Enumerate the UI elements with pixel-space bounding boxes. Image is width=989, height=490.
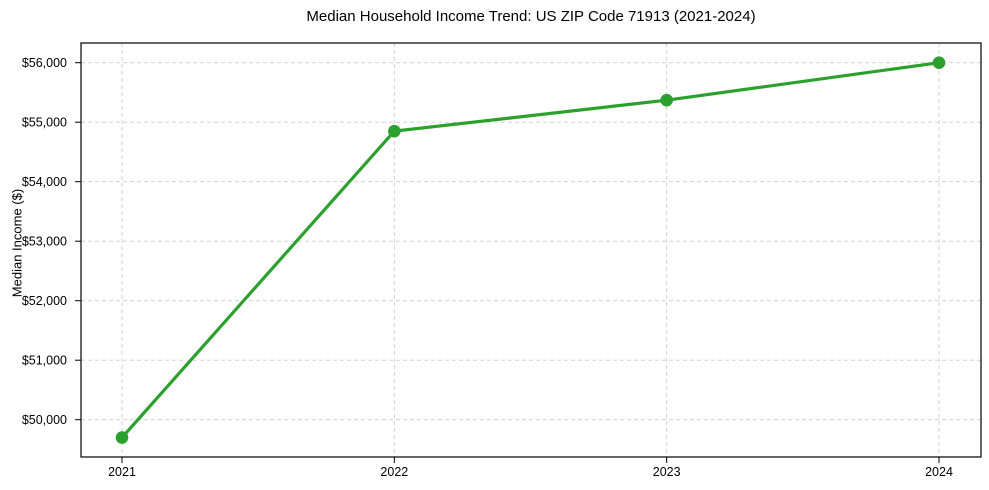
plot-border: [80, 42, 982, 458]
data-point-2024: [932, 56, 946, 69]
x-tick-label: 2024: [925, 465, 953, 479]
y-tick-label: $51,000: [22, 353, 67, 367]
x-tick-label: 2022: [380, 465, 408, 479]
y-tick-label: $50,000: [22, 413, 67, 427]
chart-title: Median Household Income Trend: US ZIP Co…: [306, 8, 756, 25]
y-tick-label: $53,000: [22, 234, 67, 248]
x-tick-label: 2021: [108, 465, 136, 479]
y-tick-label: $55,000: [22, 115, 67, 129]
data-point-2022: [388, 124, 401, 138]
x-tick-label: 2023: [653, 465, 681, 479]
y-tick-label: $52,000: [22, 294, 67, 308]
trend-line: [120, 61, 940, 439]
data-point-2023: [660, 93, 673, 107]
y-tick-label: $54,000: [22, 175, 67, 189]
y-tick-label: $56,000: [22, 56, 67, 70]
data-point-2021: [115, 431, 129, 444]
